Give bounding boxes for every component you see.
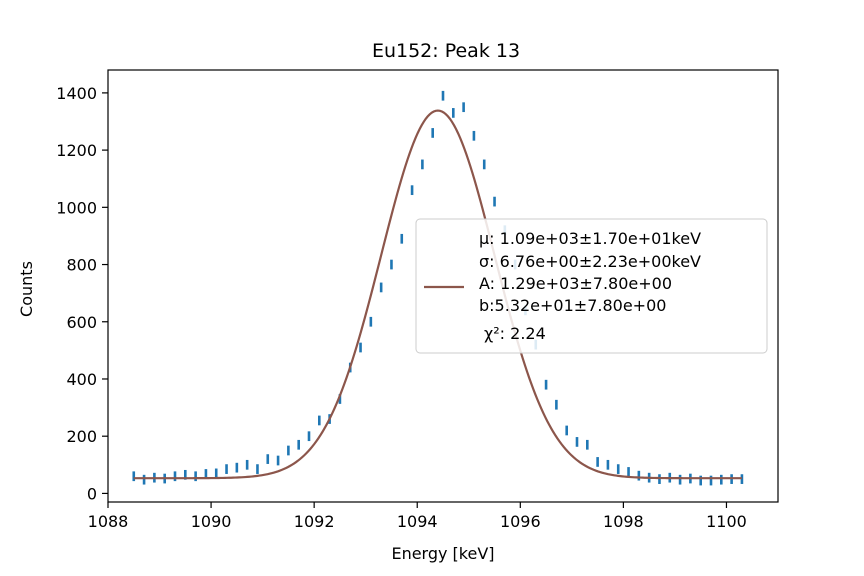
legend-sigma: σ: 6.76e+00±2.23e+00keV (479, 252, 701, 271)
y-axis-label: Counts (17, 261, 36, 317)
y-tick-label: 200 (66, 427, 97, 446)
y-axis: 0 200 400 600 800 1000 1200 1400 (56, 84, 108, 503)
legend-chi2: χ²: 2.24 (484, 324, 546, 343)
y-tick-label: 600 (66, 313, 97, 332)
legend: μ: 1.09e+03±1.70e+01keV σ: 6.76e+00±2.23… (415, 218, 768, 354)
x-tick-label: 1100 (706, 512, 747, 531)
y-tick-label: 400 (66, 370, 97, 389)
y-tick-label: 0 (87, 484, 97, 503)
legend-box (415, 218, 768, 354)
x-tick-label: 1092 (294, 512, 335, 531)
x-tick-label: 1096 (500, 512, 541, 531)
x-tick-label: 1094 (397, 512, 438, 531)
fit-layer (133, 109, 742, 480)
legend-baseline: b:5.32e+01±7.80e+00 (479, 296, 666, 315)
x-axis-label: Energy [keV] (391, 544, 494, 563)
x-tick-label: 1088 (88, 512, 129, 531)
x-tick-label: 1098 (603, 512, 644, 531)
data-layer (132, 90, 744, 486)
legend-mu: μ: 1.09e+03±1.70e+01keV (479, 229, 701, 248)
x-tick-label: 1090 (191, 512, 232, 531)
chart-title: Eu152: Peak 13 (372, 40, 520, 62)
y-tick-label: 1400 (56, 84, 97, 103)
x-axis: 1088 1090 1092 1094 1096 1098 1100 (88, 502, 747, 531)
y-tick-label: 1200 (56, 141, 97, 160)
y-tick-label: 1000 (56, 198, 97, 217)
y-tick-label: 800 (66, 256, 97, 275)
legend-amplitude: A: 1.29e+03±7.80e+00 (479, 274, 672, 293)
plot-frame (107, 69, 779, 503)
fit-curve (133, 109, 742, 480)
